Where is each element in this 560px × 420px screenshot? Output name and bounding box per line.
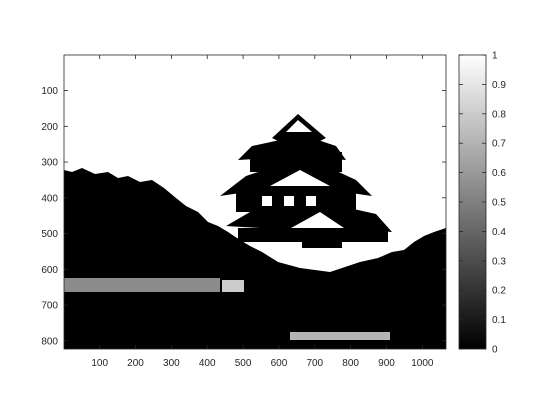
x-axis-ticks: 100 200 300 400 500 600 700 800 900 1000 bbox=[91, 55, 434, 369]
x-tick-label: 300 bbox=[163, 358, 180, 369]
y-tick-label: 500 bbox=[41, 229, 58, 240]
colorbar-tick-label: 0.4 bbox=[492, 227, 506, 238]
tree-canopy-shape bbox=[64, 168, 446, 349]
x-tick-label: 200 bbox=[127, 358, 144, 369]
y-tick-label: 700 bbox=[41, 301, 58, 312]
x-tick-label: 400 bbox=[199, 358, 216, 369]
colorbar-tick-label: 0.8 bbox=[492, 109, 506, 120]
x-tick-label: 500 bbox=[235, 358, 252, 369]
y-tick-label: 100 bbox=[41, 86, 58, 97]
x-tick-label: 100 bbox=[91, 358, 108, 369]
x-tick-label: 1000 bbox=[411, 358, 434, 369]
colorbar-tick-label: 0.6 bbox=[492, 168, 506, 179]
colorbar-tick-label: 0.2 bbox=[492, 286, 506, 297]
wall-band bbox=[222, 280, 244, 292]
colorbar-tick-label: 0.5 bbox=[492, 198, 506, 209]
colorbar-ticks: 0 0.1 0.2 0.3 0.4 0.5 0.6 0.7 0.8 0.9 1 bbox=[459, 51, 506, 356]
y-tick-label: 800 bbox=[41, 336, 58, 347]
colorbar-tick-label: 1 bbox=[492, 51, 498, 62]
x-tick-label: 800 bbox=[342, 358, 359, 369]
colorbar-tick-label: 0.7 bbox=[492, 139, 506, 150]
colorbar: 0 0.1 0.2 0.3 0.4 0.5 0.6 0.7 0.8 0.9 1 bbox=[458, 51, 506, 356]
x-tick-label: 600 bbox=[271, 358, 288, 369]
colorbar-tick-label: 0.3 bbox=[492, 256, 506, 267]
x-tick-label: 900 bbox=[378, 358, 395, 369]
image-axes-frame bbox=[63, 54, 447, 350]
x-tick-label: 700 bbox=[306, 358, 323, 369]
y-tick-label: 600 bbox=[41, 265, 58, 276]
lower-light-strip bbox=[290, 332, 390, 340]
colorbar-tick-label: 0.1 bbox=[492, 315, 506, 326]
colorbar-tick-label: 0.9 bbox=[492, 80, 506, 91]
colorbar-gradient bbox=[459, 55, 486, 349]
y-tick-label: 200 bbox=[41, 122, 58, 133]
image-axes: 100 200 300 400 500 600 700 800 900 1000 100 200 30… bbox=[41, 54, 447, 369]
y-tick-label: 300 bbox=[41, 158, 58, 169]
photo-image bbox=[64, 114, 446, 349]
y-axis-ticks: 100 200 300 400 500 600 700 800 bbox=[41, 86, 446, 347]
y-tick-label: 400 bbox=[41, 193, 58, 204]
castle-shape bbox=[220, 114, 392, 250]
foreground-band bbox=[64, 278, 220, 292]
colorbar-tick-label: 0 bbox=[492, 345, 498, 356]
